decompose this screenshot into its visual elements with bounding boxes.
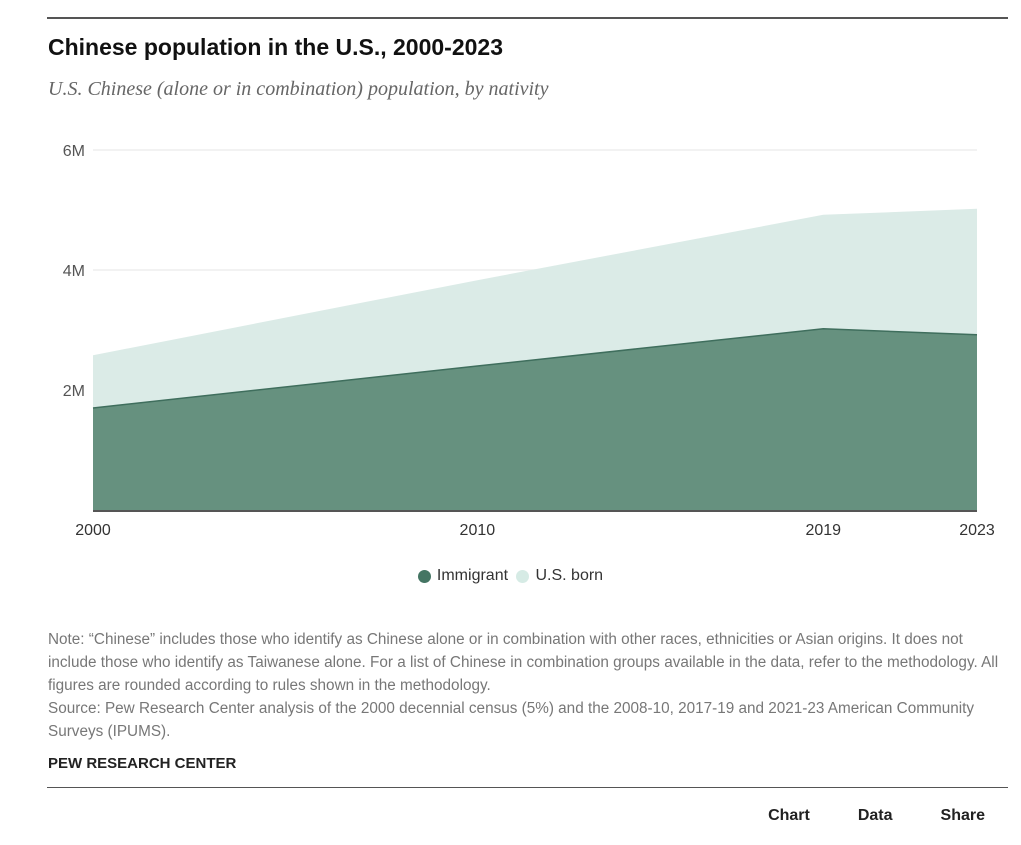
areas: [92, 208, 978, 510]
y-tick-label: 6M: [63, 143, 85, 160]
y-tick-label: 4M: [63, 263, 85, 280]
chart-subtitle: U.S. Chinese (alone or in combination) p…: [48, 78, 549, 100]
top-divider: [47, 17, 1008, 19]
chart-title: Chinese population in the U.S., 2000-202…: [48, 34, 504, 60]
tab-chart[interactable]: Chart: [768, 807, 810, 824]
bottom-divider: [47, 787, 1008, 788]
us-born-swatch-icon: [516, 569, 530, 583]
tab-data[interactable]: Data: [857, 807, 893, 824]
legend-item-immigrant: Immigrant: [417, 567, 509, 585]
x-tick-label: 2010: [460, 522, 496, 539]
brand-name: PEW RESEARCH CENTER: [48, 755, 237, 772]
footer-tabs: Chart Data Share: [720, 807, 985, 825]
area-us-born: [93, 208, 977, 408]
area-chart: 2M 4M 6M 2000 2010 2019 2023: [63, 143, 995, 539]
x-tick-label: 2019: [805, 522, 841, 539]
legend-item-us-born: U.S. born: [516, 567, 603, 585]
axes: 2M 4M 6M 2000 2010 2019 2023: [63, 143, 995, 539]
tab-share[interactable]: Share: [940, 807, 985, 824]
immigrant-swatch-icon: [417, 569, 431, 583]
legend-label-immigrant: Immigrant: [436, 567, 509, 584]
notes-block: Note: “Chinese” includes those who ident…: [48, 628, 1010, 743]
legend: Immigrant U.S. born: [0, 567, 1021, 588]
note-text: Note: “Chinese” includes those who ident…: [48, 631, 999, 694]
area-immigrant: [93, 328, 977, 510]
legend-label-us-born: U.S. born: [535, 567, 604, 584]
y-tick-label: 2M: [63, 383, 85, 400]
line-immigrant: [92, 328, 978, 409]
x-tick-label: 2023: [959, 522, 995, 539]
x-tick-label: 2000: [75, 522, 111, 539]
source-text: Source: Pew Research Center analysis of …: [48, 700, 975, 740]
